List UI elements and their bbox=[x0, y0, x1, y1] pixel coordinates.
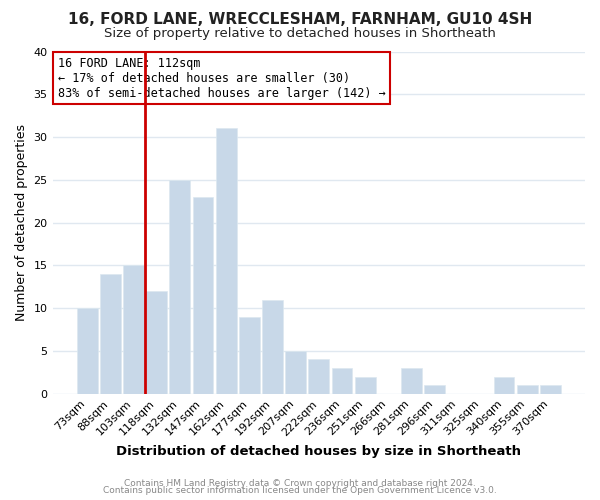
Bar bbox=[216, 128, 236, 394]
Bar bbox=[100, 274, 121, 394]
Bar bbox=[285, 351, 306, 394]
Bar bbox=[308, 360, 329, 394]
Bar bbox=[169, 180, 190, 394]
Text: Size of property relative to detached houses in Shortheath: Size of property relative to detached ho… bbox=[104, 28, 496, 40]
Bar bbox=[262, 300, 283, 394]
Bar bbox=[401, 368, 422, 394]
Bar bbox=[424, 385, 445, 394]
Bar bbox=[193, 197, 214, 394]
Bar bbox=[239, 316, 260, 394]
Bar bbox=[332, 368, 352, 394]
Y-axis label: Number of detached properties: Number of detached properties bbox=[15, 124, 28, 321]
Bar bbox=[517, 385, 538, 394]
X-axis label: Distribution of detached houses by size in Shortheath: Distribution of detached houses by size … bbox=[116, 444, 521, 458]
Bar bbox=[540, 385, 561, 394]
Text: 16, FORD LANE, WRECCLESHAM, FARNHAM, GU10 4SH: 16, FORD LANE, WRECCLESHAM, FARNHAM, GU1… bbox=[68, 12, 532, 28]
Bar bbox=[355, 376, 376, 394]
Text: Contains public sector information licensed under the Open Government Licence v3: Contains public sector information licen… bbox=[103, 486, 497, 495]
Bar bbox=[494, 376, 514, 394]
Bar bbox=[123, 266, 144, 394]
Bar bbox=[146, 291, 167, 394]
Text: 16 FORD LANE: 112sqm
← 17% of detached houses are smaller (30)
83% of semi-detac: 16 FORD LANE: 112sqm ← 17% of detached h… bbox=[58, 56, 386, 100]
Text: Contains HM Land Registry data © Crown copyright and database right 2024.: Contains HM Land Registry data © Crown c… bbox=[124, 478, 476, 488]
Bar bbox=[77, 308, 98, 394]
